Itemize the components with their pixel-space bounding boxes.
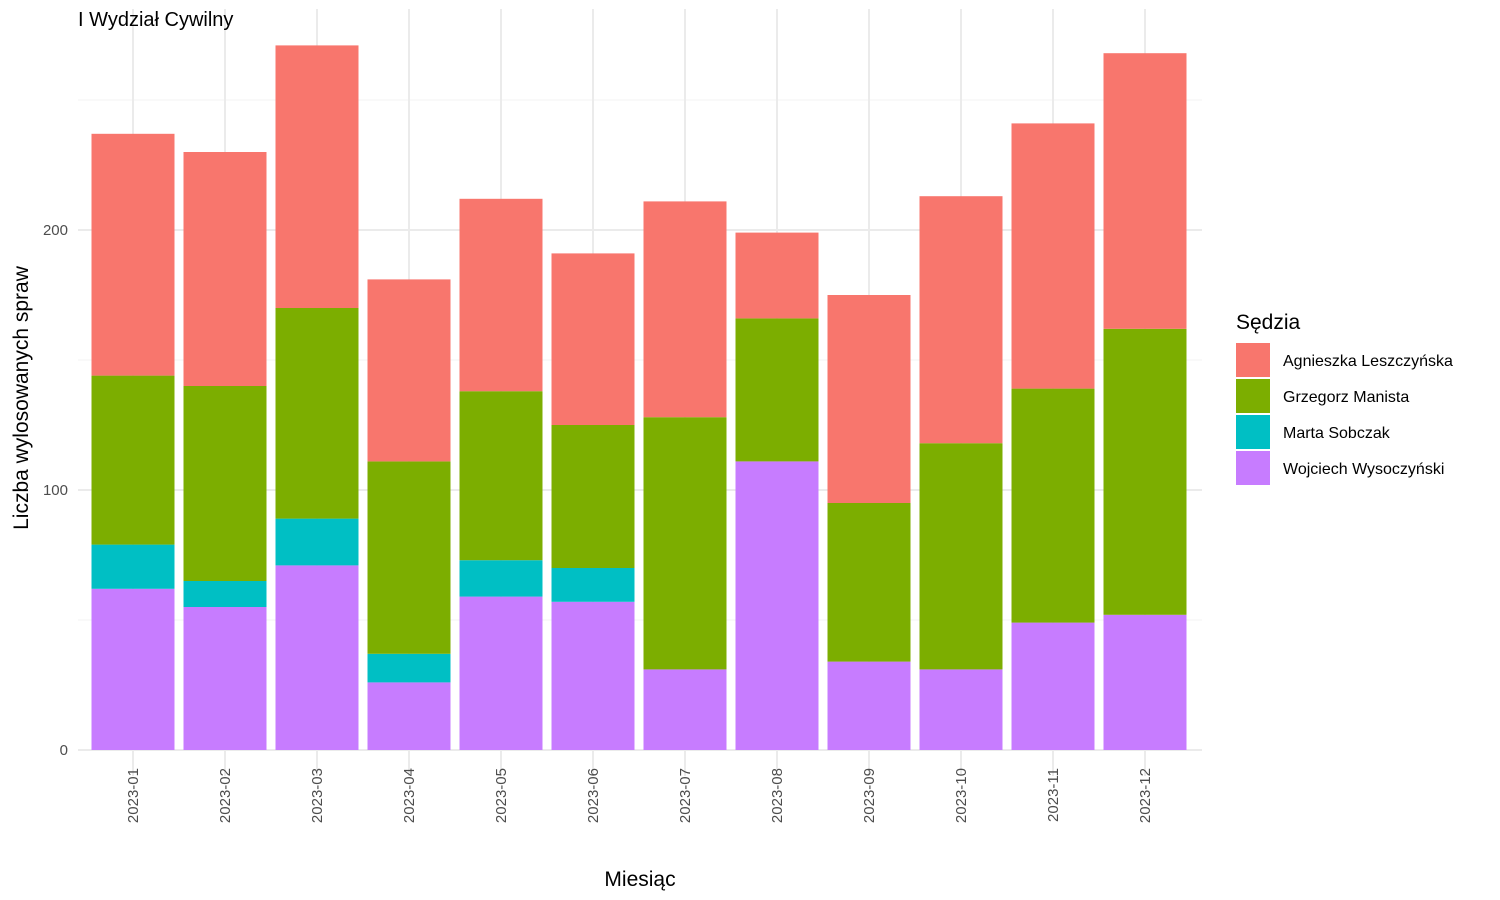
x-tick-label: 2023-12	[1137, 768, 1154, 823]
x-tick-label: 2023-08	[769, 768, 786, 823]
bar-segment	[275, 565, 359, 750]
bar-segment	[367, 653, 451, 683]
x-tick-label: 2023-04	[401, 768, 418, 823]
x-tick-label: 2023-07	[677, 768, 694, 823]
legend-key	[1236, 379, 1270, 413]
bar-segment	[91, 133, 175, 376]
bar-segment	[1103, 328, 1187, 615]
bar-segment	[919, 669, 1003, 750]
x-tick-label: 2023-09	[861, 768, 878, 823]
y-axis-title: Liczba wylosowanych spraw	[10, 265, 33, 530]
bar-segment	[1011, 123, 1095, 389]
bar-segment	[735, 232, 819, 319]
x-axis-title: Miesiąc	[604, 868, 675, 891]
bar-segment	[91, 375, 175, 545]
bar-segment	[183, 607, 267, 750]
bar-segment	[827, 661, 911, 750]
bar-segment	[91, 588, 175, 750]
bar-segment	[183, 152, 267, 386]
bar-segment	[643, 669, 727, 750]
y-axis-ticks: 0 100 200	[43, 222, 68, 759]
bar-segment	[183, 581, 267, 607]
bar-segment	[275, 308, 359, 519]
x-tick-label: 2023-05	[493, 768, 510, 823]
bar-segment	[919, 443, 1003, 670]
bar-segment	[459, 560, 543, 597]
bar-segment	[91, 544, 175, 589]
bar-segment	[275, 518, 359, 566]
bar-segment	[827, 295, 911, 503]
bar-segment	[183, 386, 267, 581]
bar-segment	[735, 461, 819, 750]
bar-segment	[551, 601, 635, 750]
legend-label: Agnieszka Leszczyńska	[1283, 353, 1453, 370]
bar-segment	[643, 417, 727, 670]
bar-segment	[367, 682, 451, 750]
bars-layer	[91, 45, 1187, 750]
bar-segment	[1103, 614, 1187, 750]
bar-segment	[459, 596, 543, 750]
bar-segment	[643, 201, 727, 418]
x-tick-label: 2023-11	[1045, 768, 1062, 822]
x-tick-label: 2023-06	[585, 768, 602, 823]
y-tick-label: 200	[43, 222, 68, 239]
bar-segment	[551, 425, 635, 568]
chart-title: I Wydział Cywilny	[78, 9, 233, 31]
bar-segment	[1011, 622, 1095, 750]
x-tick-label: 2023-03	[309, 768, 326, 823]
legend-key	[1236, 451, 1270, 485]
bar-segment	[551, 568, 635, 602]
legend-label: Wojciech Wysoczyński	[1283, 461, 1444, 478]
legend-key	[1236, 343, 1270, 377]
bar-segment	[367, 461, 451, 654]
legend: Sędzia Agnieszka Leszczyńska Grzegorz Man…	[1236, 311, 1453, 485]
bar-segment	[1011, 388, 1095, 623]
legend-label: Grzegorz Manista	[1283, 389, 1409, 406]
bar-segment	[919, 196, 1003, 444]
bar-segment	[275, 45, 359, 309]
x-tick-label: 2023-10	[953, 768, 970, 823]
bar-segment	[367, 279, 451, 462]
x-axis-ticks: 2023-01 2023-02 2023-03 2023-04 2023-05 2023-…	[125, 768, 1154, 823]
bar-segment	[1103, 53, 1187, 329]
bar-segment	[459, 198, 543, 392]
y-tick-label: 0	[60, 742, 68, 759]
bar-segment	[827, 503, 911, 662]
bar-segment	[551, 253, 635, 425]
legend-key	[1236, 415, 1270, 449]
y-tick-label: 100	[43, 482, 68, 499]
x-tick-label: 2023-01	[125, 768, 142, 823]
x-tick-label: 2023-02	[217, 768, 234, 823]
legend-title: Sędzia	[1236, 311, 1301, 334]
bar-segment	[735, 318, 819, 462]
legend-label: Marta Sobczak	[1283, 425, 1391, 442]
bar-segment	[459, 391, 543, 561]
